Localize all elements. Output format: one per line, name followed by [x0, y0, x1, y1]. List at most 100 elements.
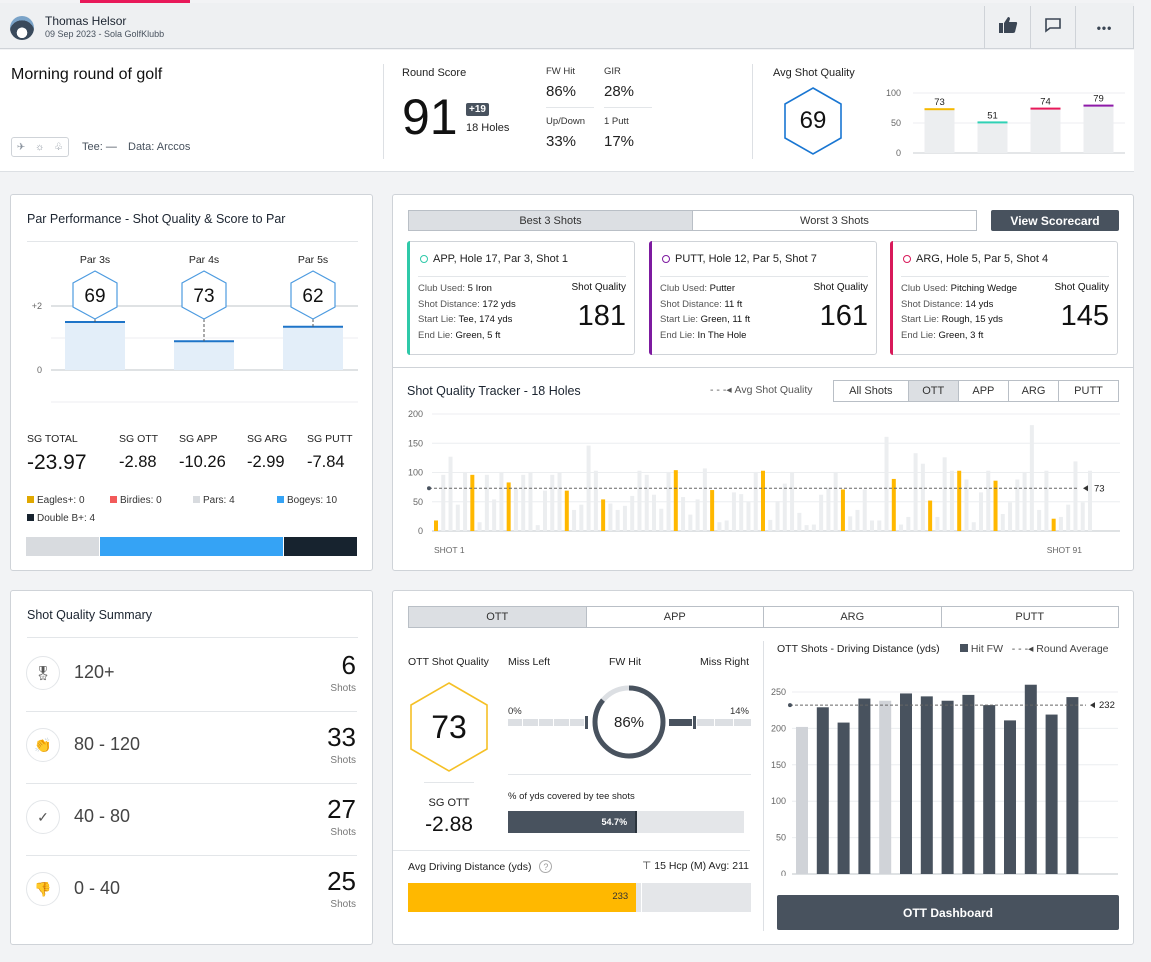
shot-bar[interactable] — [579, 504, 584, 531]
shot-bar[interactable] — [724, 520, 729, 531]
shot-bar[interactable] — [753, 471, 758, 531]
shot-bar[interactable] — [782, 483, 787, 531]
shot-bar[interactable] — [797, 512, 802, 531]
shot-bar[interactable] — [877, 520, 882, 531]
ott-dashboard-button[interactable]: OTT Dashboard — [777, 895, 1119, 930]
shot-bar[interactable] — [572, 509, 577, 531]
shot-bar[interactable] — [848, 516, 853, 531]
ott-shot-bar[interactable] — [840, 489, 845, 531]
drive-bar-hit-fw[interactable] — [1066, 697, 1079, 874]
shot-bar[interactable] — [804, 525, 809, 531]
ott-shot-bar[interactable] — [673, 470, 678, 531]
shot-bar[interactable] — [920, 463, 925, 531]
ott-shot-bar[interactable] — [957, 470, 962, 531]
shot-bar[interactable] — [906, 516, 911, 531]
shot-bar[interactable] — [1080, 502, 1085, 531]
shot-bar[interactable] — [826, 487, 831, 531]
shot-bar[interactable] — [1058, 516, 1063, 531]
shot-bar[interactable] — [935, 516, 940, 531]
shot-bar[interactable] — [913, 453, 918, 531]
more-button[interactable]: ••• — [1075, 6, 1134, 49]
shot-bar[interactable] — [899, 524, 904, 531]
tab-arg[interactable]: ARG — [763, 607, 941, 627]
shot-bar[interactable] — [1008, 502, 1013, 531]
shot-bar[interactable] — [593, 470, 598, 531]
shot-bar[interactable] — [964, 479, 969, 531]
drive-bar-hit-fw[interactable] — [858, 698, 871, 874]
shot-bar[interactable] — [608, 503, 613, 531]
drive-bar-missed-fw[interactable] — [796, 726, 808, 874]
ott-shot-bar[interactable] — [891, 478, 896, 531]
shot-bar[interactable] — [739, 494, 744, 531]
drive-bar-hit-fw[interactable] — [941, 700, 954, 874]
shot-bar[interactable] — [949, 470, 954, 531]
drive-bar-hit-fw[interactable] — [1004, 720, 1016, 874]
shot-bar[interactable] — [521, 474, 526, 531]
shot-bar[interactable] — [884, 436, 889, 531]
shot-bar[interactable] — [971, 522, 976, 531]
shot-bar[interactable] — [455, 504, 460, 531]
drive-bar-missed-fw[interactable] — [879, 700, 892, 874]
shot-bar[interactable] — [702, 468, 707, 531]
shot-card[interactable]: PUTT, Hole 12, Par 5, Shot 7 Club Used: P… — [649, 241, 877, 355]
drive-bar-hit-fw[interactable] — [816, 707, 829, 874]
shot-bar[interactable] — [1073, 461, 1078, 531]
shot-bar[interactable] — [586, 445, 591, 531]
filter-ott[interactable]: OTT — [907, 381, 958, 401]
ott-shot-bar[interactable] — [761, 470, 765, 531]
tab-worst-shots[interactable]: Worst 3 Shots — [692, 211, 976, 230]
shot-bar[interactable] — [622, 505, 627, 531]
filter-app[interactable]: APP — [957, 381, 1008, 401]
shot-bar[interactable] — [979, 492, 983, 531]
shot-bar[interactable] — [1000, 514, 1005, 531]
shot-bar[interactable] — [731, 492, 736, 531]
shot-bar[interactable] — [492, 499, 497, 531]
shot-bar[interactable] — [768, 519, 773, 531]
drive-bar-hit-fw[interactable] — [837, 722, 850, 874]
filter-all-shots[interactable]: All Shots — [834, 381, 908, 401]
shot-bar[interactable] — [513, 488, 518, 531]
shot-bar[interactable] — [855, 509, 860, 531]
shot-bar[interactable] — [543, 490, 547, 531]
tab-putt[interactable]: PUTT — [940, 607, 1118, 627]
shot-bar[interactable] — [637, 470, 642, 531]
shot-card[interactable]: APP, Hole 17, Par 3, Shot 1 Club Used: 5 … — [407, 241, 635, 355]
user-name[interactable]: Thomas Helsor — [45, 14, 127, 28]
tab-app[interactable]: APP — [585, 607, 763, 627]
shot-bar[interactable] — [688, 514, 693, 531]
ott-shot-bar[interactable] — [1051, 518, 1056, 531]
shot-bar[interactable] — [448, 456, 453, 531]
like-button[interactable] — [984, 6, 1030, 49]
ott-shot-bar[interactable] — [564, 490, 569, 531]
view-scorecard-button[interactable]: View Scorecard — [991, 210, 1119, 231]
shot-bar[interactable] — [659, 508, 664, 531]
drive-bar-hit-fw[interactable] — [1045, 714, 1058, 874]
drive-bar-hit-fw[interactable] — [900, 693, 912, 874]
shot-bar[interactable] — [1029, 425, 1034, 531]
ott-shot-bar[interactable] — [470, 474, 475, 531]
shot-bar[interactable] — [535, 525, 540, 531]
shot-bar[interactable] — [1022, 471, 1027, 531]
shot-bar[interactable] — [986, 470, 991, 531]
shot-bar[interactable] — [630, 495, 635, 531]
filter-putt[interactable]: PUTT — [1058, 381, 1119, 401]
shot-bar[interactable] — [1044, 470, 1049, 531]
shot-bar[interactable] — [499, 471, 504, 531]
drive-bar-hit-fw[interactable] — [920, 696, 933, 874]
help-icon[interactable]: ? — [539, 860, 553, 873]
ott-shot-bar[interactable] — [506, 482, 511, 531]
shot-bar[interactable] — [790, 471, 795, 531]
shot-bar[interactable] — [441, 474, 446, 531]
shot-bar[interactable] — [550, 474, 555, 531]
shot-bar[interactable] — [1015, 479, 1020, 531]
drive-bar-hit-fw[interactable] — [983, 705, 996, 874]
comment-button[interactable] — [1030, 6, 1075, 49]
ott-shot-bar[interactable] — [434, 520, 438, 531]
shot-bar[interactable] — [811, 524, 816, 531]
shot-card[interactable]: ARG, Hole 5, Par 5, Shot 4 Club Used: Pit… — [890, 241, 1118, 355]
drive-bar-hit-fw[interactable] — [962, 694, 975, 874]
shot-bar[interactable] — [615, 509, 620, 531]
shot-bar[interactable] — [833, 471, 838, 531]
filter-arg[interactable]: ARG — [1007, 381, 1059, 401]
ott-shot-bar[interactable] — [601, 499, 606, 531]
